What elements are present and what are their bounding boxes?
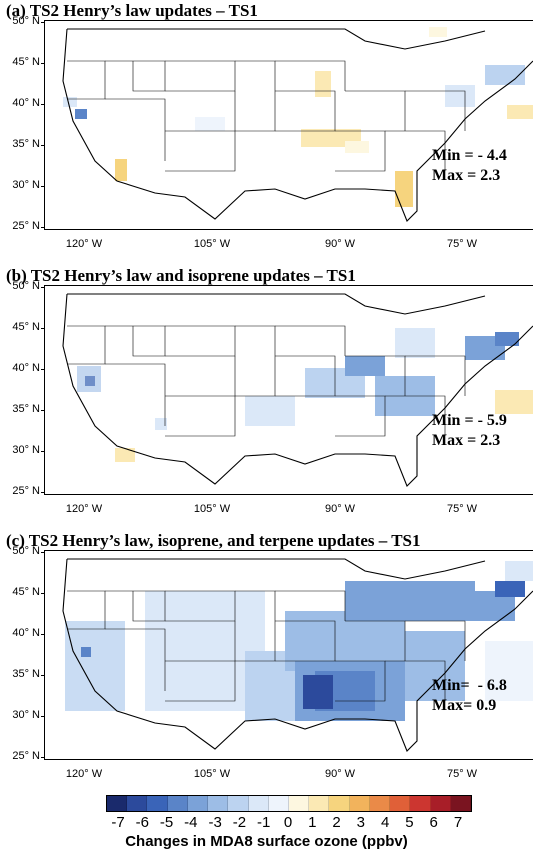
colorbar-swatch [228,796,249,811]
min-text: Min = - 5.9 [432,412,507,429]
colorbar-swatch [167,796,188,811]
state-boundaries [67,325,466,437]
min-text: Min= - 6.8 [432,677,507,694]
colorbar-tick-label: -6 [135,814,149,831]
coastline [62,28,533,222]
panel-a-stats: Min = - 4.4 Max = 2.3 [432,146,507,186]
anomaly-cells [63,27,533,207]
border-canada [67,293,486,315]
colorbar-tick-label: -1 [257,814,271,831]
colorbar-tick-label: -4 [184,814,198,831]
colorbar-tick-label: -2 [232,814,247,831]
lat-label: 25° N [0,750,46,762]
map-c [44,550,533,760]
panel-b: (b) TS2 Henry’s law and isoprene updates… [0,265,533,530]
colorbar-tick-label: -3 [208,814,222,831]
colorbar-swatch [430,796,451,811]
lon-label: 105° W [193,768,231,780]
lat-label: 30° N [0,709,46,721]
lat-label: 45° N [0,586,46,598]
colorbar-label: Changes in MDA8 surface ozone (ppbv) [125,833,408,850]
lat-label: 35° N [0,138,46,150]
lon-label: 120° W [65,503,103,515]
colorbar-swatch [410,796,431,811]
lat-label: 50° N [0,280,46,292]
state-boundaries [67,60,466,172]
lon-label: 120° W [65,768,103,780]
panel-b-title: (b) TS2 Henry’s law and isoprene updates… [6,266,356,285]
border-canada [67,28,486,50]
colorbar-swatch [369,796,391,811]
lat-label: 40° N [0,97,46,109]
lon-label: 90° W [324,768,356,780]
lat-label: 25° N [0,220,46,232]
map-b-svg [62,293,533,487]
lon-label: 105° W [193,503,231,515]
colorbar-swatch [127,796,148,811]
colorbar-swatch [248,796,269,811]
lat-label: 35° N [0,668,46,680]
panel-c-stats: Min= - 6.8 Max= 0.9 [432,676,507,716]
coastline [62,558,533,752]
lat-label: 45° N [0,321,46,333]
map-b [44,285,533,495]
max-text: Max = 2.3 [432,167,501,184]
lat-label: 45° N [0,56,46,68]
lon-label: 75° W [446,238,478,250]
colorbar-tick-label: 5 [405,814,414,831]
panel-b-stats: Min = - 5.9 Max = 2.3 [432,411,507,451]
map-c-svg [62,558,533,752]
lon-label: 90° W [324,503,356,515]
lat-label: 25° N [0,485,46,497]
lat-label: 30° N [0,444,46,456]
panel-a-title: (a) TS2 Henry’s law updates – TS1 [6,1,258,20]
map-a-svg [62,27,533,222]
lat-label: 40° N [0,362,46,374]
lat-label: 50° N [0,545,46,557]
border-canada [67,558,486,580]
colorbar-tick-label: -5 [159,814,174,831]
colorbar-swatch [268,796,289,811]
colorbar-swatch [288,796,310,811]
lat-label: 35° N [0,403,46,415]
colorbar-swatch [107,796,128,811]
lon-label: 75° W [446,768,478,780]
coastline [62,293,533,487]
panel-c: (c) TS2 Henry’s law, isoprene, and terpe… [0,530,533,795]
colorbar-swatch [329,796,350,811]
lon-label: 120° W [65,238,103,250]
colorbar-tick-label: -7 [111,814,125,831]
colorbar-swatch [390,796,411,811]
lat-label: 40° N [0,627,46,639]
colorbar-swatch [450,796,471,811]
max-text: Max = 2.3 [432,432,501,449]
colorbar-swatch [208,796,229,811]
colorbar-tick-label: 7 [453,814,463,831]
lat-label: 30° N [0,179,46,191]
colorbar [106,795,472,812]
colorbar-swatch [309,796,330,811]
state-boundaries [67,590,466,702]
colorbar-tick-label: 3 [356,814,366,831]
colorbar-swatch [349,796,370,811]
colorbar-tick-label: 2 [332,814,341,831]
lat-label: 50° N [0,15,46,27]
colorbar-tick-label: 6 [429,814,438,831]
colorbar-tick-label: 4 [380,814,390,831]
lon-label: 90° W [324,238,356,250]
max-text: Max= 0.9 [432,697,497,714]
panel-c-title: (c) TS2 Henry’s law, isoprene, and terpe… [6,531,421,550]
colorbar-tick-label: 1 [308,814,317,831]
lon-label: 105° W [193,238,231,250]
min-text: Min = - 4.4 [432,147,507,164]
colorbar-tick-label: 0 [283,814,293,831]
colorbar-swatch [147,796,168,811]
map-a [44,20,533,230]
lon-label: 75° W [446,503,478,515]
colorbar-swatch [187,796,209,811]
panel-a: (a) TS2 Henry’s law updates – TS1 50° N … [0,0,533,265]
